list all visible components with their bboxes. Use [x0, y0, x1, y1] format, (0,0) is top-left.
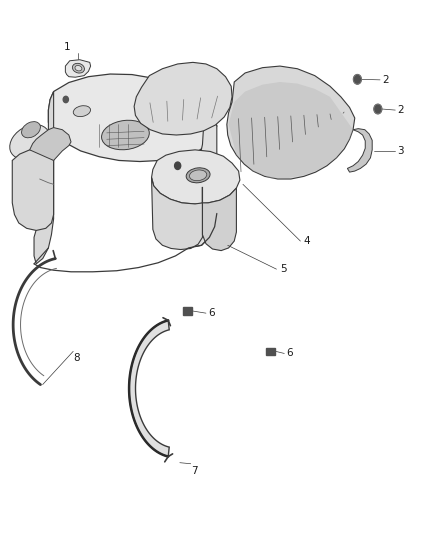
Circle shape	[63, 96, 68, 103]
Text: 2: 2	[382, 75, 389, 85]
Circle shape	[374, 104, 382, 114]
Text: 6: 6	[286, 349, 293, 359]
Circle shape	[175, 162, 181, 169]
Ellipse shape	[189, 170, 207, 181]
Polygon shape	[134, 62, 232, 135]
Polygon shape	[227, 66, 355, 179]
Polygon shape	[152, 177, 202, 249]
Text: 5: 5	[280, 264, 286, 274]
Polygon shape	[48, 74, 217, 161]
Polygon shape	[195, 103, 217, 246]
Ellipse shape	[72, 63, 85, 73]
Bar	[266, 348, 275, 355]
Polygon shape	[34, 92, 53, 264]
Text: 4: 4	[304, 236, 311, 246]
Ellipse shape	[102, 120, 149, 150]
Ellipse shape	[10, 125, 49, 159]
Text: 6: 6	[208, 308, 215, 318]
Text: 7: 7	[191, 466, 198, 475]
Polygon shape	[229, 82, 353, 179]
Ellipse shape	[21, 122, 40, 138]
Ellipse shape	[73, 106, 91, 117]
Text: 2: 2	[397, 105, 404, 115]
Polygon shape	[129, 320, 169, 457]
Polygon shape	[12, 150, 53, 230]
Polygon shape	[202, 187, 237, 251]
Ellipse shape	[186, 168, 210, 183]
Text: 1: 1	[64, 42, 70, 52]
Polygon shape	[347, 128, 372, 172]
Ellipse shape	[75, 66, 82, 71]
Text: 3: 3	[397, 146, 404, 156]
Circle shape	[353, 75, 361, 84]
Text: 8: 8	[73, 353, 80, 362]
Bar	[184, 308, 192, 315]
Polygon shape	[30, 127, 71, 160]
Polygon shape	[152, 150, 240, 204]
Polygon shape	[65, 60, 91, 77]
